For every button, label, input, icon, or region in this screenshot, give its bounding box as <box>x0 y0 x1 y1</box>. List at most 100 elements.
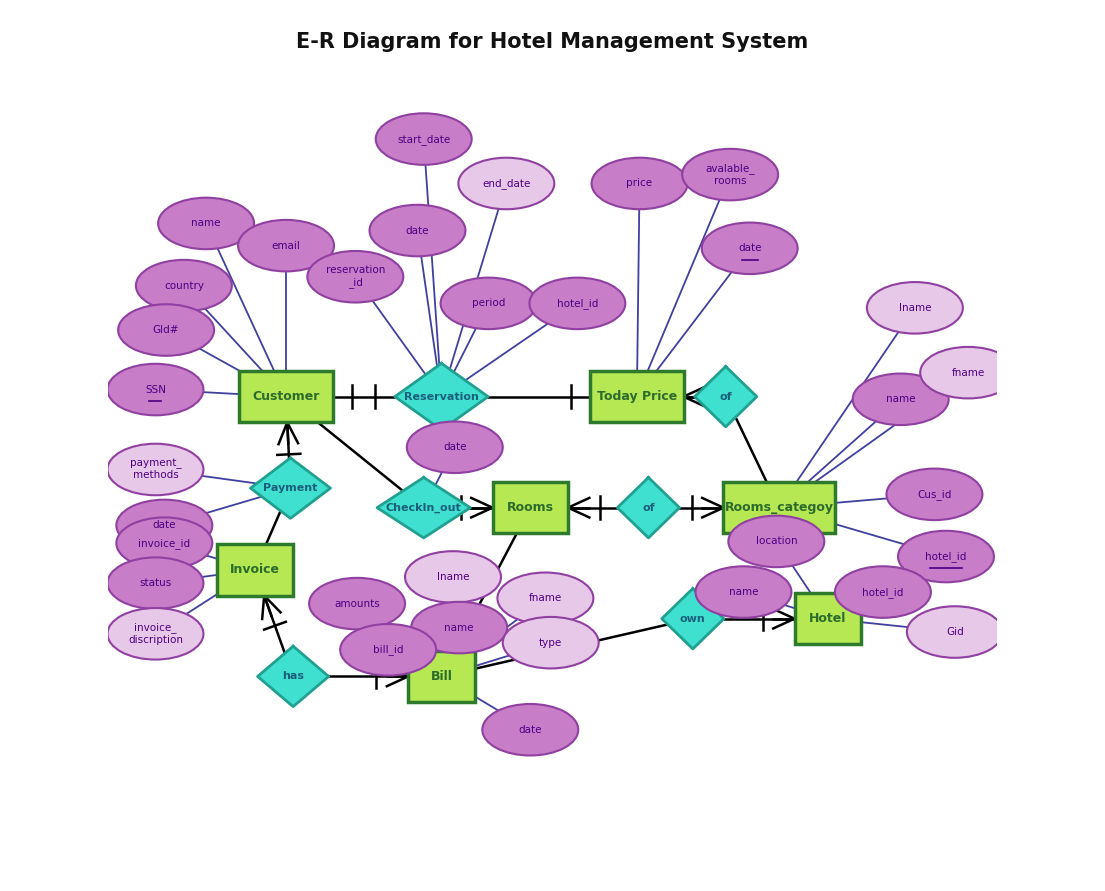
Ellipse shape <box>116 500 212 552</box>
Text: Payment: Payment <box>263 483 317 493</box>
Ellipse shape <box>695 567 791 617</box>
Text: email: email <box>272 241 301 250</box>
FancyBboxPatch shape <box>218 544 293 595</box>
Ellipse shape <box>907 606 1003 658</box>
FancyBboxPatch shape <box>240 371 333 422</box>
Text: Customer: Customer <box>252 390 319 403</box>
Ellipse shape <box>158 198 254 249</box>
Text: GId#: GId# <box>152 325 179 335</box>
Ellipse shape <box>118 304 214 356</box>
Text: Rooms: Rooms <box>507 501 554 514</box>
Text: fname: fname <box>529 593 562 603</box>
Ellipse shape <box>406 552 501 602</box>
Ellipse shape <box>920 347 1017 398</box>
Ellipse shape <box>482 704 578 756</box>
Ellipse shape <box>107 364 203 415</box>
Text: location: location <box>756 536 797 546</box>
Text: date: date <box>443 442 466 453</box>
Text: name: name <box>886 395 915 405</box>
Text: Today Price: Today Price <box>597 390 677 403</box>
Text: hotel_id: hotel_id <box>925 551 967 562</box>
Ellipse shape <box>441 278 537 329</box>
Ellipse shape <box>376 113 472 165</box>
Ellipse shape <box>591 158 687 209</box>
Text: Reservation: Reservation <box>404 392 478 402</box>
Text: Hotel: Hotel <box>809 612 846 625</box>
Text: name: name <box>444 623 474 633</box>
Ellipse shape <box>411 601 507 653</box>
FancyBboxPatch shape <box>408 650 475 702</box>
Ellipse shape <box>728 516 824 568</box>
Ellipse shape <box>867 282 962 333</box>
Ellipse shape <box>107 558 203 609</box>
Text: invoice_
discription: invoice_ discription <box>128 623 183 645</box>
Text: of: of <box>642 503 655 512</box>
Polygon shape <box>618 478 680 538</box>
Text: hotel_id: hotel_id <box>557 298 598 309</box>
Text: name: name <box>191 218 221 228</box>
Ellipse shape <box>702 223 798 274</box>
Polygon shape <box>377 478 471 538</box>
Ellipse shape <box>853 373 949 425</box>
Text: date: date <box>518 724 543 735</box>
Polygon shape <box>695 366 757 427</box>
Ellipse shape <box>407 421 503 473</box>
Ellipse shape <box>340 624 436 675</box>
Ellipse shape <box>107 608 203 659</box>
Text: name: name <box>728 587 758 597</box>
Text: hotel_id: hotel_id <box>862 586 904 598</box>
Ellipse shape <box>136 260 232 311</box>
Ellipse shape <box>682 149 778 200</box>
Text: fname: fname <box>951 368 985 378</box>
Text: lname: lname <box>898 303 932 313</box>
Ellipse shape <box>309 578 406 629</box>
Ellipse shape <box>459 158 555 209</box>
Text: invoice_id: invoice_id <box>138 538 190 549</box>
Ellipse shape <box>307 251 403 303</box>
Text: start_date: start_date <box>397 134 451 144</box>
Polygon shape <box>662 588 724 649</box>
Ellipse shape <box>886 469 982 520</box>
Text: E-R Diagram for Hotel Management System: E-R Diagram for Hotel Management System <box>296 32 809 53</box>
Text: type: type <box>539 638 562 648</box>
Ellipse shape <box>503 617 599 668</box>
FancyBboxPatch shape <box>794 593 861 644</box>
Text: price: price <box>627 178 653 189</box>
Text: Cus_id: Cus_id <box>917 489 951 500</box>
FancyBboxPatch shape <box>724 482 834 534</box>
Text: status: status <box>139 578 171 588</box>
Ellipse shape <box>107 444 203 495</box>
Text: Invoice: Invoice <box>230 563 280 576</box>
FancyBboxPatch shape <box>590 371 684 422</box>
Text: Gid: Gid <box>946 627 964 637</box>
Text: CheckIn_out: CheckIn_out <box>386 503 462 513</box>
Text: date: date <box>738 243 761 253</box>
Ellipse shape <box>529 278 625 329</box>
Ellipse shape <box>835 567 930 617</box>
Polygon shape <box>251 458 330 519</box>
Text: Rooms_categoy: Rooms_categoy <box>725 501 833 514</box>
Text: date: date <box>406 225 429 235</box>
Ellipse shape <box>116 518 212 569</box>
Ellipse shape <box>898 531 993 583</box>
Polygon shape <box>394 364 488 430</box>
Text: SSN: SSN <box>145 385 166 395</box>
Text: amounts: amounts <box>334 599 380 609</box>
Text: avalable_
rooms: avalable_ rooms <box>705 163 755 186</box>
Text: Bill: Bill <box>431 670 452 683</box>
Text: bill_id: bill_id <box>372 644 403 655</box>
Text: has: has <box>282 672 304 682</box>
Polygon shape <box>257 646 328 707</box>
Text: date: date <box>152 520 176 530</box>
Text: end_date: end_date <box>482 178 530 189</box>
Text: lname: lname <box>436 572 470 582</box>
Text: of: of <box>719 392 732 402</box>
Ellipse shape <box>369 205 465 257</box>
Text: country: country <box>164 281 204 290</box>
Text: reservation
_id: reservation _id <box>326 266 385 288</box>
Ellipse shape <box>238 220 334 272</box>
Text: payment_
methods: payment_ methods <box>129 459 181 480</box>
Ellipse shape <box>497 573 593 624</box>
Text: period: period <box>472 298 505 308</box>
FancyBboxPatch shape <box>493 482 568 534</box>
